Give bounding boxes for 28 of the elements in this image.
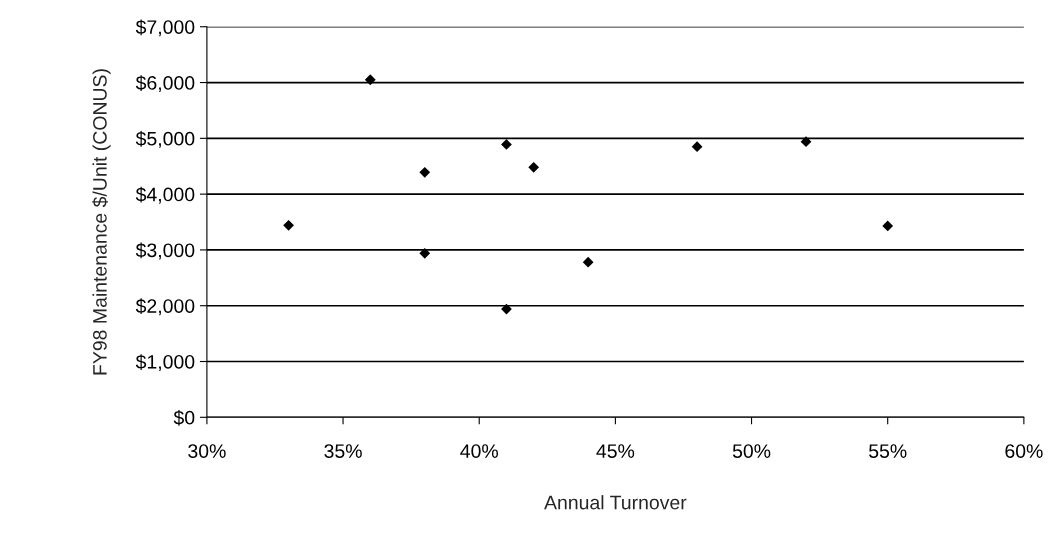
y-tick-label: $6,000 [135,75,195,93]
point [501,303,512,315]
point [283,219,294,231]
point [364,74,376,86]
point [528,161,540,173]
point [691,141,703,153]
x-tick-label: 55% [869,444,907,458]
x-axis-title: Annual Turnover [544,495,687,510]
x-tick-label: 50% [732,444,771,458]
x-tick-label: 35% [324,444,362,458]
y-tick-label: $0 [173,409,195,426]
y-tick-label: $2,000 [135,298,195,316]
x-tick-label: 40% [460,444,498,458]
point [800,136,812,148]
y-tick-label: $5,000 [135,130,195,148]
x-tick-label: 45% [596,444,635,458]
point [582,256,594,268]
point [501,139,512,150]
y-tick-label: $1,000 [135,354,195,372]
y-tick-label: $3,000 [135,242,195,260]
x-tick-label: 60% [1005,444,1043,458]
x-tick-label: 30% [188,444,226,458]
point [882,220,894,232]
y-tick-label: $4,000 [135,186,195,204]
y-axis-title: FY98 Maintenance $/Unit (CONUS) [92,69,111,375]
point [419,247,431,259]
point [419,166,431,178]
y-tick-label: $7,000 [135,19,195,37]
